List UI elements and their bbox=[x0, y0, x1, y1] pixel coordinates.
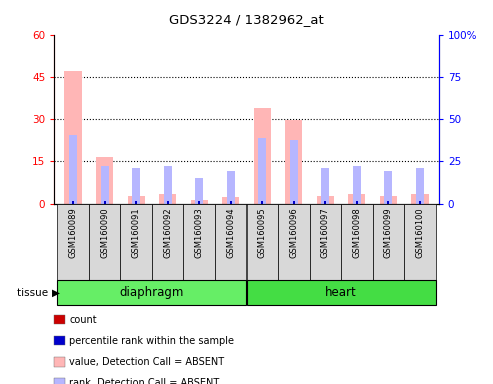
Bar bbox=[310, 204, 341, 280]
Text: GSM160099: GSM160099 bbox=[384, 207, 393, 258]
Text: GSM160094: GSM160094 bbox=[226, 207, 235, 258]
Bar bbox=[321, 168, 329, 204]
Bar bbox=[120, 204, 152, 280]
Bar bbox=[65, 71, 82, 204]
Bar bbox=[246, 280, 436, 305]
Bar bbox=[261, 201, 263, 204]
Text: GSM160092: GSM160092 bbox=[163, 207, 172, 258]
Text: GSM160090: GSM160090 bbox=[100, 207, 109, 258]
Bar bbox=[293, 202, 295, 204]
Text: GSM160089: GSM160089 bbox=[69, 207, 77, 258]
Bar bbox=[57, 204, 89, 280]
Bar bbox=[104, 202, 106, 204]
Bar bbox=[89, 204, 120, 280]
Bar bbox=[183, 204, 215, 280]
Bar bbox=[135, 201, 137, 204]
Text: heart: heart bbox=[325, 286, 357, 299]
Bar bbox=[69, 136, 77, 204]
Bar bbox=[128, 197, 145, 204]
Bar bbox=[246, 204, 278, 280]
Bar bbox=[380, 197, 397, 204]
Text: GSM160095: GSM160095 bbox=[258, 207, 267, 258]
Bar bbox=[198, 201, 200, 204]
Bar bbox=[198, 202, 200, 204]
Text: GSM160096: GSM160096 bbox=[289, 207, 298, 258]
Bar bbox=[348, 194, 365, 204]
Bar bbox=[222, 197, 240, 204]
Bar bbox=[230, 201, 232, 204]
Bar bbox=[341, 204, 373, 280]
Bar bbox=[191, 200, 208, 204]
Bar bbox=[356, 202, 358, 204]
Bar bbox=[253, 108, 271, 204]
Bar bbox=[227, 170, 235, 204]
Text: GSM160093: GSM160093 bbox=[195, 207, 204, 258]
Text: GSM160091: GSM160091 bbox=[132, 207, 141, 258]
Text: GSM160097: GSM160097 bbox=[321, 207, 330, 258]
Bar bbox=[132, 168, 140, 204]
Bar bbox=[230, 202, 232, 204]
Bar bbox=[57, 280, 246, 305]
Bar bbox=[101, 166, 108, 204]
Text: GSM160100: GSM160100 bbox=[416, 207, 424, 258]
Bar bbox=[215, 204, 246, 280]
Bar bbox=[159, 194, 176, 204]
Bar bbox=[356, 201, 358, 204]
Text: GDS3224 / 1382962_at: GDS3224 / 1382962_at bbox=[169, 13, 324, 26]
Bar bbox=[324, 201, 326, 204]
Bar bbox=[324, 202, 326, 204]
Bar bbox=[164, 166, 172, 204]
Text: ▶: ▶ bbox=[52, 288, 60, 298]
Bar bbox=[167, 201, 169, 204]
Bar bbox=[72, 202, 74, 204]
Bar bbox=[419, 202, 421, 204]
Bar bbox=[387, 202, 389, 204]
Text: diaphragm: diaphragm bbox=[120, 286, 184, 299]
Bar bbox=[152, 204, 183, 280]
Bar bbox=[72, 201, 74, 204]
Bar bbox=[258, 138, 266, 204]
Bar bbox=[290, 140, 298, 204]
Bar bbox=[373, 204, 404, 280]
Text: GSM160098: GSM160098 bbox=[352, 207, 361, 258]
Text: percentile rank within the sample: percentile rank within the sample bbox=[69, 336, 234, 346]
Bar bbox=[387, 201, 389, 204]
Bar bbox=[104, 201, 106, 204]
Text: rank, Detection Call = ABSENT: rank, Detection Call = ABSENT bbox=[69, 378, 219, 384]
Bar bbox=[293, 201, 295, 204]
Bar bbox=[419, 201, 421, 204]
Bar bbox=[285, 121, 302, 204]
Text: tissue: tissue bbox=[17, 288, 52, 298]
Bar bbox=[96, 157, 113, 204]
Bar bbox=[167, 202, 169, 204]
Bar bbox=[195, 178, 203, 204]
Bar bbox=[353, 166, 361, 204]
Text: value, Detection Call = ABSENT: value, Detection Call = ABSENT bbox=[69, 357, 224, 367]
Bar bbox=[317, 197, 334, 204]
Bar bbox=[278, 204, 310, 280]
Bar bbox=[385, 170, 392, 204]
Text: count: count bbox=[69, 314, 97, 325]
Bar bbox=[411, 194, 428, 204]
Bar bbox=[416, 168, 424, 204]
Bar bbox=[261, 202, 263, 204]
Bar bbox=[404, 204, 436, 280]
Bar bbox=[135, 202, 137, 204]
